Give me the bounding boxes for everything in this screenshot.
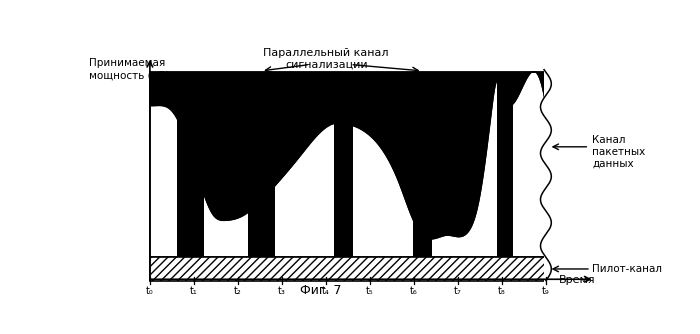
Text: t₆: t₆ (410, 286, 418, 296)
Text: Параллельный канал
сигнализации: Параллельный канал сигнализации (263, 48, 389, 69)
Bar (497, 72, 513, 258)
Text: t₁: t₁ (190, 286, 198, 296)
Text: Время: Время (559, 275, 596, 285)
Bar (545, 70, 547, 283)
Text: t₃: t₃ (278, 286, 286, 296)
Bar (335, 72, 354, 258)
Text: Принимаемая
мощность (дБ): Принимаемая мощность (дБ) (89, 58, 169, 80)
Bar (177, 72, 204, 258)
Text: t₅: t₅ (366, 286, 374, 296)
Bar (150, 258, 546, 281)
Bar (150, 72, 546, 258)
Text: Пилот-канал: Пилот-канал (592, 264, 662, 274)
Bar (248, 72, 274, 258)
Text: t₄: t₄ (322, 286, 330, 296)
Text: t₉: t₉ (542, 286, 550, 296)
Text: t₀: t₀ (146, 286, 154, 296)
Polygon shape (150, 72, 546, 239)
Text: Фиг. 7: Фиг. 7 (300, 284, 342, 297)
Text: Канал
пакетных
данных: Канал пакетных данных (592, 135, 645, 169)
Bar (413, 72, 432, 258)
Text: t₂: t₂ (234, 286, 241, 296)
Text: t₇: t₇ (454, 286, 462, 296)
Text: t₈: t₈ (498, 286, 506, 296)
